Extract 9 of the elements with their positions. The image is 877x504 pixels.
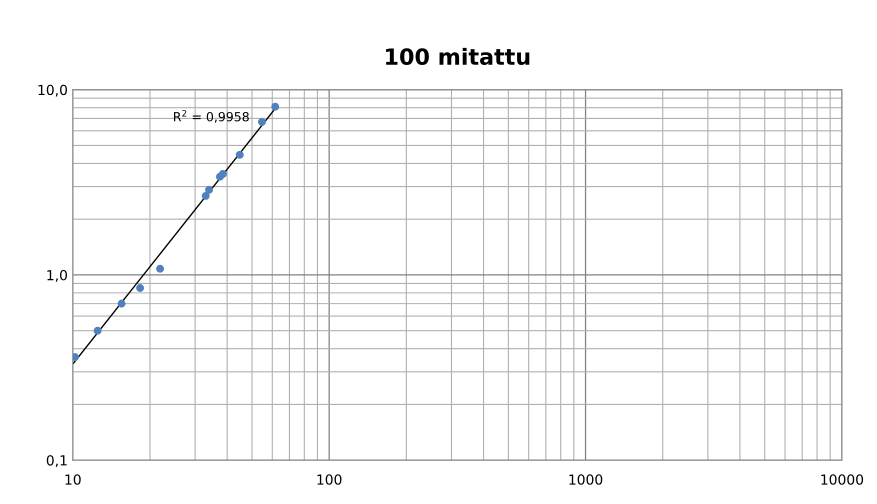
y-tick-label: 0,1 xyxy=(46,455,67,468)
chart-title: 100 mitattu xyxy=(386,48,530,66)
x-tick-label: 10000 xyxy=(821,474,864,485)
x-tick-label: 1000 xyxy=(569,474,602,485)
y-tick-label: 10,0 xyxy=(38,84,68,97)
x-tick-label: 10 xyxy=(65,474,81,485)
y-tick-label: 1,0 xyxy=(47,270,68,282)
x-tick-label: 100 xyxy=(317,474,342,485)
annotation: R$^{2}$ = 0,9958 xyxy=(174,110,249,123)
